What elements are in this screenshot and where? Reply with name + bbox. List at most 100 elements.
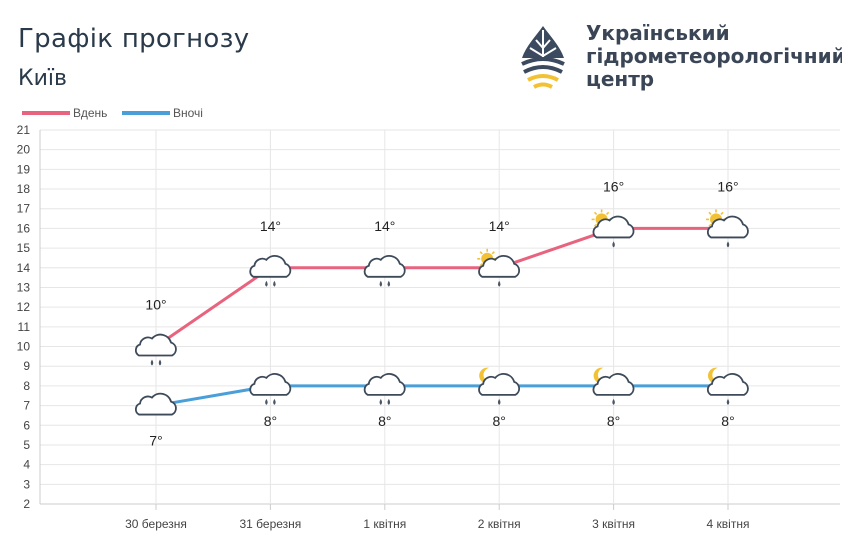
raindrop: [150, 359, 154, 366]
raindrop: [158, 359, 162, 366]
chart-title: Графік прогнозу: [18, 24, 250, 54]
y-tick-label: 8: [23, 379, 30, 393]
raindrop: [387, 398, 391, 405]
data-label: 16°: [603, 178, 624, 194]
weather-icon: [134, 392, 177, 416]
y-tick-label: 9: [23, 359, 30, 373]
data-label: 14°: [260, 218, 281, 234]
cloud-shape: [478, 254, 521, 278]
chart-grid: [39, 129, 840, 505]
cloud-shape: [363, 254, 406, 278]
y-tick-label: 6: [23, 418, 30, 432]
x-tick-label: 4 квітня: [707, 517, 750, 531]
cloud-shape: [478, 373, 521, 396]
x-tick-label: 3 квітня: [592, 517, 635, 531]
moon-crescent: [593, 367, 607, 384]
data-label: 8°: [378, 413, 391, 429]
city-name: Київ: [18, 66, 67, 91]
raindrop: [387, 280, 391, 287]
raindrop: [612, 398, 615, 405]
sun-ray: [491, 251, 495, 255]
chart-series: [155, 226, 728, 408]
sun-ray: [479, 263, 483, 267]
weather-icon: [363, 373, 406, 405]
sun-ray: [720, 211, 724, 216]
y-tick-label: 10: [17, 340, 31, 354]
raindrop: [497, 280, 501, 287]
weather-icon: [134, 333, 177, 366]
cloud-shape: [592, 373, 635, 396]
y-tick-label: 18: [17, 182, 31, 196]
weather-icons: [134, 209, 749, 416]
x-tick-label: 1 квітня: [363, 517, 406, 531]
y-tick-label: 11: [18, 320, 31, 334]
y-tick-label: 4: [23, 458, 30, 472]
cloud-shape: [249, 373, 292, 396]
data-label: 8°: [264, 413, 277, 429]
sun-ray: [593, 211, 598, 216]
data-label: 8°: [607, 413, 620, 429]
raindrop: [273, 398, 276, 405]
y-tick-label: 5: [23, 438, 30, 452]
cloud-shape: [592, 215, 635, 239]
legend-label-night[interactable]: Вночі: [173, 106, 203, 120]
sun-ray: [708, 211, 712, 216]
weather-icon: [477, 248, 521, 287]
org-line-3: центр: [586, 67, 655, 91]
data-label: 7°: [149, 433, 162, 449]
data-label: 16°: [717, 178, 738, 194]
y-axis: 2 3 4 5 6 7 8 9 10 11 12 13 14 15 16 17 18 19 20 21: [17, 123, 31, 511]
y-tick-label: 3: [23, 477, 30, 491]
x-tick-label: 31 березня: [239, 517, 301, 531]
sun-ray: [708, 223, 712, 228]
x-tick-label: 30 березня: [125, 517, 187, 531]
y-tick-label: 20: [17, 143, 31, 157]
y-tick-label: 2: [23, 497, 30, 511]
y-tick-label: 14: [17, 261, 31, 275]
y-tick-label: 19: [17, 162, 31, 176]
data-label: 8°: [493, 413, 506, 429]
raindrop: [265, 398, 268, 405]
weather-icon: [363, 254, 406, 287]
moon-crescent: [479, 367, 493, 384]
data-label: 10°: [145, 297, 166, 313]
cloud-shape: [249, 254, 292, 278]
raindrop: [612, 241, 615, 248]
moon-crescent: [708, 367, 721, 384]
raindrop: [265, 280, 268, 287]
y-tick-label: 21: [17, 123, 31, 137]
raindrop: [273, 280, 276, 287]
weather-icon: [706, 209, 749, 248]
data-label: 14°: [489, 218, 510, 234]
weather-icon: [249, 373, 292, 405]
data-label: 8°: [721, 413, 734, 429]
legend-label-day[interactable]: Вдень: [73, 106, 107, 120]
weather-icon: [592, 367, 635, 405]
cloud-shape: [134, 333, 177, 357]
raindrop: [726, 398, 730, 405]
series-line-night: [155, 384, 728, 408]
y-tick-label: 17: [17, 202, 31, 216]
data-labels: 10° 14° 14° 14° 16° 16° 7° 8° 8° 8° 8° 8°: [145, 178, 738, 448]
x-axis: 30 березня 31 березня 1 квітня 2 квітня 3 кв…: [125, 504, 749, 531]
y-tick-label: 15: [17, 241, 31, 255]
hydromet-logo-icon: [521, 26, 565, 89]
y-tick-label: 16: [17, 221, 31, 235]
y-tick-label: 12: [17, 300, 31, 314]
raindrop: [379, 398, 383, 405]
cloud-shape: [363, 373, 406, 396]
cloud-shape: [706, 215, 749, 239]
weather-icon: [478, 367, 521, 405]
raindrop: [726, 241, 730, 248]
org-line-2: гідрометеорологічний: [586, 44, 842, 68]
raindrop: [379, 280, 383, 287]
data-label: 14°: [374, 218, 395, 234]
raindrop: [497, 398, 501, 405]
y-tick-label: 13: [17, 280, 31, 294]
weather-icon: [706, 367, 749, 405]
x-tick-label: 2 квітня: [478, 517, 521, 531]
cloud-shape: [706, 373, 749, 396]
org-line-1: Український: [586, 21, 730, 45]
cloud-shape: [134, 392, 177, 416]
sun-ray: [479, 251, 483, 255]
